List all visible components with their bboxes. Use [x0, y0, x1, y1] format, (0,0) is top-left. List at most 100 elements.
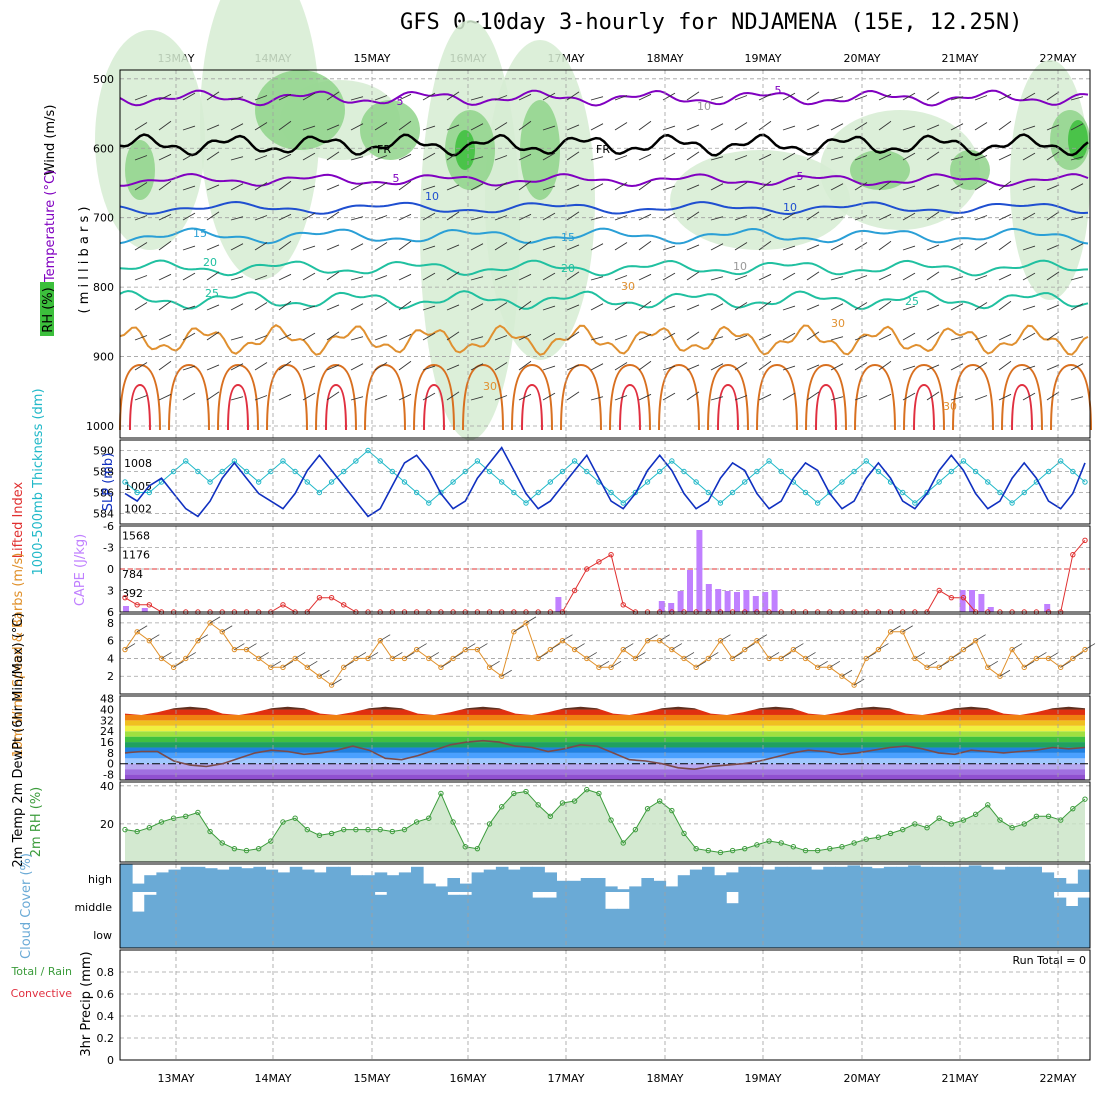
cloud-middle-bar [762, 892, 776, 920]
slp-tick-label: 1002 [124, 503, 152, 516]
wind10-line-point [122, 646, 128, 653]
wind-axis-label: Wind (m/s) [43, 105, 58, 176]
wind-barb [950, 336, 964, 341]
wind-barb [470, 336, 484, 341]
wind-barb [854, 155, 868, 161]
cloud-high-bar [738, 866, 751, 892]
wind-barb [590, 396, 604, 401]
thickness-tick-label: 584 [93, 508, 114, 521]
rh-blob [95, 30, 205, 250]
wind-barb [998, 120, 1012, 131]
wind-barb [998, 333, 1012, 341]
wind-barb [782, 185, 796, 191]
cloud-middle-bar [799, 892, 812, 920]
wind-barb [446, 331, 460, 341]
wind10-barb [805, 652, 816, 659]
wind10-line-point [170, 664, 177, 671]
temp-color-band [125, 736, 1085, 743]
cloud-high-bar [362, 875, 376, 892]
wind-barb [830, 363, 844, 371]
cloud-low-bar [617, 920, 630, 948]
wind10-line-point [547, 646, 554, 653]
wind-barb [686, 124, 700, 131]
wind10-line-point [316, 673, 323, 679]
cloud-middle-bar [629, 892, 642, 920]
cloud-low-bar [956, 920, 970, 948]
wind-barb [470, 183, 484, 191]
wind-barb [782, 212, 796, 221]
rh-blob [125, 140, 155, 200]
wind-barb [878, 93, 892, 101]
wind-barb [278, 360, 292, 371]
cloud-low-bar [168, 920, 182, 948]
wind10-line-point [146, 637, 153, 644]
slp-line [124, 446, 1086, 518]
wind10-line-point [219, 629, 225, 635]
wind-barb [350, 216, 364, 221]
wind10-barb [355, 652, 367, 659]
cloud-middle-bar [920, 892, 933, 920]
thickness-tick-label: 590 [93, 445, 114, 458]
panel-frame-top-temp [119, 695, 1091, 781]
day-label-bottom: 22MAY [1040, 1072, 1077, 1085]
wind-barb [758, 333, 772, 341]
wind10-line-point [535, 655, 541, 662]
wind-barb [182, 272, 196, 281]
cape-bar [987, 607, 994, 612]
wind-barb [758, 213, 772, 221]
wind-barb [902, 392, 916, 401]
wind-barb [566, 151, 580, 161]
cloud-high-bar [811, 869, 824, 892]
wind-barb [1070, 243, 1084, 251]
panel-frame-top-wind [119, 613, 1091, 695]
rh2m-line-point [438, 790, 444, 797]
day-label-bottom: 19MAY [745, 1072, 782, 1085]
wind10-tick-label: 6 [107, 635, 114, 648]
wind-barb [278, 393, 292, 401]
wind10-barb [890, 625, 901, 633]
thickness-line-point [656, 468, 663, 475]
cloud-middle-bar [580, 892, 594, 920]
wind-barb [350, 123, 364, 131]
panel-frame-precip [119, 949, 1091, 1061]
wind-barb [398, 333, 412, 341]
wind-barb [926, 91, 940, 101]
wind-barb [398, 273, 412, 281]
wind-barb [806, 124, 820, 131]
rh2m-line-point [887, 830, 894, 837]
cloud-low-bar [993, 920, 1006, 948]
wind-barb [638, 360, 652, 371]
wind10-line-point [936, 664, 942, 671]
wind-barb [518, 180, 532, 191]
wind-barb [710, 96, 724, 101]
wind-barb [350, 336, 364, 341]
wind-barb [182, 185, 196, 191]
thickness-line-point [450, 479, 456, 485]
wind10-barb [367, 652, 379, 659]
cloud-low-bar [544, 920, 557, 948]
cloud-middle-bar [956, 892, 970, 920]
contour-35 [119, 363, 161, 431]
wind-barb [830, 123, 844, 131]
cloud-low-bar [847, 920, 861, 948]
cape-bar [123, 606, 129, 612]
wind-barb [158, 180, 172, 191]
wind-barb [206, 304, 220, 311]
precip-axis-label: 3hr Precip (mm) [79, 951, 94, 1056]
cloud-middle-bar [944, 892, 958, 920]
wind10-barb [1048, 652, 1059, 659]
cloud-middle-bar [229, 892, 242, 920]
wind-barb [134, 335, 148, 341]
cape-axis-label: CAPE (J/kg) [73, 534, 88, 606]
rh2m-line-point [523, 788, 529, 795]
cloud-low-bar [447, 920, 460, 948]
wind10-line-point [632, 655, 639, 662]
wind10-barb [1072, 652, 1084, 659]
wind10-line-point [462, 646, 468, 653]
wind10-line-point [255, 655, 262, 662]
wind-barb [278, 153, 292, 161]
cloud-middle-bar [423, 892, 436, 920]
wind-barb [902, 332, 916, 341]
rh2m-line-point [134, 828, 140, 835]
cloud-high-bar [592, 878, 606, 892]
